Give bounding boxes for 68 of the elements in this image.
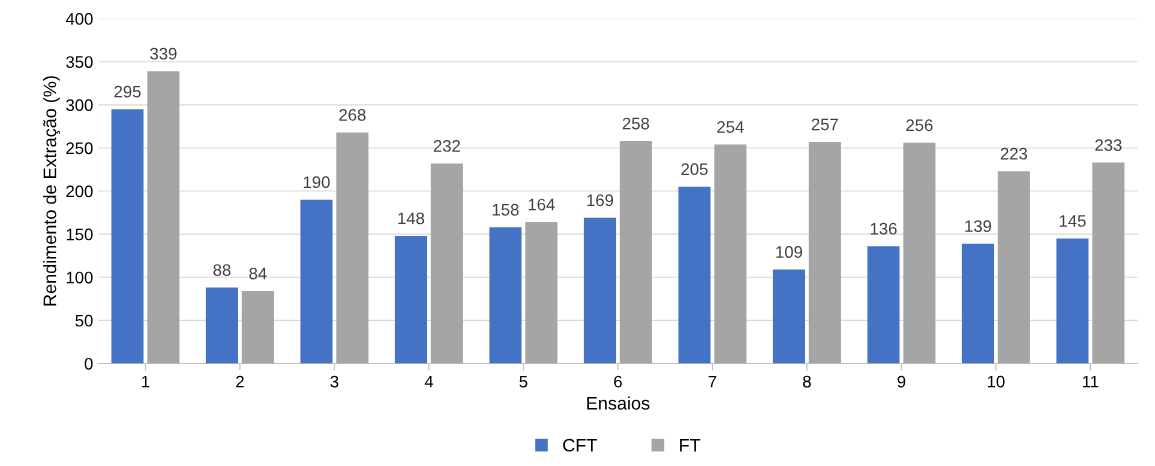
bar xyxy=(147,71,180,364)
data-label: 339 xyxy=(150,47,177,60)
y-tick-label: 0 xyxy=(84,357,93,370)
bar xyxy=(808,141,841,364)
bar xyxy=(525,222,558,364)
y-tick-label: 300 xyxy=(66,99,93,112)
bar xyxy=(300,199,333,364)
y-tick-label: 250 xyxy=(66,142,93,155)
data-label: 84 xyxy=(249,267,267,280)
x-tick-label: 8 xyxy=(803,375,811,388)
data-label: 148 xyxy=(398,212,425,225)
x-tick-label: 11 xyxy=(1083,375,1099,388)
bar xyxy=(489,227,522,364)
y-tick-label: 100 xyxy=(66,271,93,284)
data-label: 145 xyxy=(1059,215,1086,227)
bar xyxy=(430,163,463,364)
bar xyxy=(619,141,652,364)
bar xyxy=(583,217,617,364)
y-axis-title: Rendimento de Extração (%) xyxy=(43,76,60,306)
data-label: 136 xyxy=(870,222,897,235)
x-tick-label: 9 xyxy=(897,375,906,388)
x-tick-label: 6 xyxy=(614,375,622,388)
data-label: 254 xyxy=(717,121,744,133)
data-label: 158 xyxy=(492,203,519,216)
data-label: 109 xyxy=(776,246,803,258)
bar xyxy=(867,246,900,364)
bar xyxy=(678,186,711,364)
bar xyxy=(241,291,274,364)
data-label: 190 xyxy=(303,176,330,189)
x-tick-label: 5 xyxy=(519,375,528,388)
x-tick-label: 10 xyxy=(987,375,1005,388)
data-label: 223 xyxy=(1000,147,1028,160)
data-label: 205 xyxy=(681,163,708,176)
data-label: 164 xyxy=(528,198,555,211)
bar xyxy=(714,144,747,364)
data-label: 169 xyxy=(587,194,614,207)
x-tick-label: 4 xyxy=(424,375,434,388)
data-label: 295 xyxy=(114,85,141,98)
y-tick-label: 350 xyxy=(66,56,93,68)
legend-label: CFT xyxy=(563,438,597,452)
data-label: 139 xyxy=(965,220,992,233)
legend-label: FT xyxy=(680,439,701,452)
bar xyxy=(903,142,936,364)
bar xyxy=(997,171,1030,364)
x-tick-label: 7 xyxy=(708,375,717,388)
x-tick-label: 3 xyxy=(330,375,339,388)
y-tick-label: 400 xyxy=(65,13,93,25)
data-label: 268 xyxy=(339,109,366,121)
bar xyxy=(961,243,995,364)
data-label: 232 xyxy=(433,140,460,152)
bar xyxy=(1056,238,1089,364)
data-label: 88 xyxy=(213,264,231,276)
data-label: 256 xyxy=(906,119,933,132)
bar xyxy=(394,235,428,364)
x-axis-title: Ensaios xyxy=(587,396,650,410)
x-tick-label: 2 xyxy=(236,375,244,388)
bar xyxy=(1092,162,1125,364)
data-label: 258 xyxy=(622,117,650,130)
data-label: 257 xyxy=(811,118,838,131)
y-tick-label: 50 xyxy=(75,314,93,327)
bar xyxy=(772,269,806,364)
bar xyxy=(336,132,369,364)
data-label: 233 xyxy=(1095,139,1122,151)
y-tick-label: 150 xyxy=(66,228,93,241)
bar xyxy=(205,287,239,364)
x-tick-label: 1 xyxy=(142,375,150,388)
y-tick-label: 200 xyxy=(66,185,93,198)
bar xyxy=(111,109,144,364)
